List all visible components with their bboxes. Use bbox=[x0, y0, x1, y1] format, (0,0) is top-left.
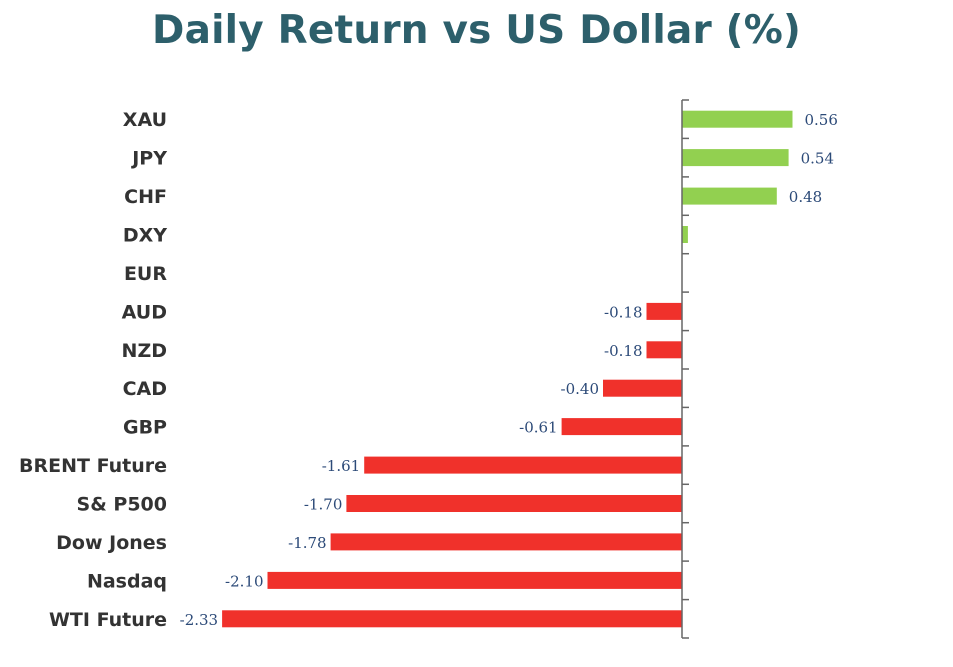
bar-dxy bbox=[682, 226, 688, 243]
category-label-aud: AUD bbox=[122, 301, 167, 323]
bar-xau bbox=[682, 110, 793, 128]
category-label-nasdaq: Nasdaq bbox=[87, 570, 167, 592]
axis-layer bbox=[681, 99, 689, 639]
labels-layer: XAU 0.56 JPY 0.54 CHF 0.48 DXY EUR AUD -0.18 NZD -0… bbox=[19, 109, 838, 631]
category-label-brent-future: BRENT Future bbox=[19, 455, 167, 477]
category-label-dxy: DXY bbox=[123, 225, 167, 247]
bar-brent-future bbox=[364, 456, 682, 474]
category-label-nzd: NZD bbox=[122, 340, 167, 362]
value-label-wti-future: -2.33 bbox=[180, 611, 218, 629]
bar-gbp bbox=[561, 418, 682, 436]
value-label-dow-jones: -1.78 bbox=[288, 534, 326, 552]
value-label-gbp: -0.61 bbox=[519, 419, 557, 437]
bars-layer bbox=[222, 110, 793, 628]
bar-aud bbox=[646, 302, 682, 320]
category-label-eur: EUR bbox=[124, 263, 167, 285]
category-label-wti-future: WTI Future bbox=[49, 609, 167, 631]
bar-dow-jones bbox=[330, 533, 682, 551]
chart-title: Daily Return vs US Dollar (%) bbox=[152, 8, 801, 53]
value-label-s-p500: -1.70 bbox=[304, 496, 342, 514]
value-label-nzd: -0.18 bbox=[604, 342, 642, 360]
category-label-xau: XAU bbox=[123, 109, 167, 131]
bar-chf bbox=[682, 187, 777, 205]
bar-nzd bbox=[646, 341, 682, 359]
category-label-gbp: GBP bbox=[123, 417, 167, 439]
bar-nasdaq bbox=[267, 571, 682, 589]
value-label-xau: 0.56 bbox=[805, 111, 838, 129]
bar-s-p500 bbox=[346, 495, 682, 512]
bar-wti-future bbox=[222, 610, 682, 628]
value-label-brent-future: -1.61 bbox=[322, 457, 360, 475]
bar-cad bbox=[603, 379, 682, 397]
category-label-cad: CAD bbox=[123, 378, 167, 400]
category-label-chf: CHF bbox=[124, 186, 167, 208]
value-label-jpy: 0.54 bbox=[801, 150, 834, 168]
bar-jpy bbox=[682, 149, 789, 167]
value-label-chf: 0.48 bbox=[789, 188, 822, 206]
category-label-jpy: JPY bbox=[130, 148, 167, 170]
value-label-cad: -0.40 bbox=[561, 380, 599, 398]
value-label-aud: -0.18 bbox=[604, 303, 642, 321]
category-label-dow-jones: Dow Jones bbox=[56, 532, 167, 554]
value-label-nasdaq: -2.10 bbox=[225, 572, 263, 590]
category-label-s-p500: S& P500 bbox=[77, 494, 167, 516]
